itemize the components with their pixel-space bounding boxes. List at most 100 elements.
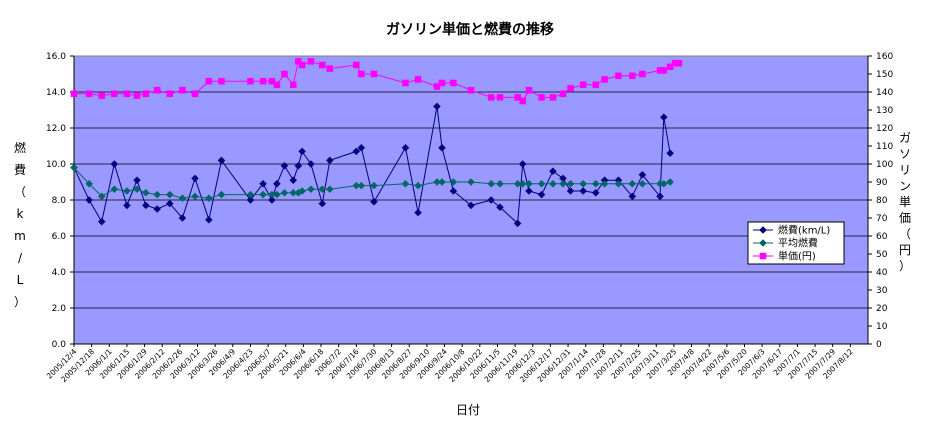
axis-label-char: ガ (899, 131, 911, 145)
y-tick-label-right: 80 (876, 196, 888, 206)
axis-label-char: / (18, 251, 23, 265)
data-point (191, 192, 199, 201)
legend-label: 単価(円) (778, 250, 816, 263)
legend-label: 燃費(km/L) (778, 224, 830, 237)
data-point (566, 187, 575, 195)
data-point (110, 185, 119, 194)
data-point (280, 161, 289, 170)
data-point (141, 201, 150, 210)
data-point (628, 179, 637, 188)
data-point (591, 179, 600, 188)
legend-item: 単価(円) (753, 250, 816, 263)
data-point (639, 70, 646, 78)
data-point (579, 81, 587, 89)
axis-label-char: ン (899, 179, 911, 193)
y-axis-label-right: ガソリン単価 （ 円 ） (899, 131, 911, 273)
data-point (518, 160, 527, 168)
data-point (142, 90, 150, 98)
data-point (178, 214, 187, 222)
data-point (153, 190, 162, 199)
data-point (153, 205, 162, 213)
data-point (246, 196, 255, 204)
data-point (401, 179, 410, 188)
axis-label-char: 燃 (14, 140, 26, 155)
data-point (525, 179, 533, 188)
data-point (660, 67, 668, 74)
data-point (325, 185, 334, 194)
data-point (615, 72, 622, 80)
data-point (326, 65, 334, 72)
data-point (358, 70, 365, 78)
data-point (357, 143, 366, 152)
data-point (352, 147, 361, 156)
axis-label-char: ） (14, 295, 26, 309)
data-point (467, 178, 475, 186)
data-point (600, 179, 609, 188)
data-point (259, 77, 267, 85)
data-point (675, 59, 683, 67)
data-point (246, 190, 255, 199)
data-point (97, 192, 106, 201)
data-point (289, 176, 298, 185)
data-point (166, 90, 174, 98)
data-point (165, 199, 174, 208)
data-point (518, 179, 527, 188)
data-point (110, 160, 119, 168)
data-point (205, 77, 213, 85)
data-point (178, 194, 187, 203)
plot-area: 0.0 2.0 4.0 6.0 8.0 10.0 12.0 14.0 16.0 0 10 20 30 40… (45, 52, 894, 384)
series (70, 163, 674, 203)
data-point (579, 187, 588, 195)
data-point (268, 196, 276, 204)
data-point (133, 185, 141, 194)
y-tick-label-right: 0 (876, 340, 882, 350)
data-point (133, 92, 141, 99)
y-tick-label-left: 12.0 (46, 124, 66, 134)
y-tick-label-right: 150 (876, 70, 893, 80)
data-point (628, 192, 637, 201)
data-point (496, 203, 504, 212)
data-point (656, 192, 664, 201)
data-point (666, 63, 674, 71)
data-point (123, 187, 131, 195)
data-point (525, 86, 533, 94)
data-point (666, 178, 674, 186)
data-point (566, 179, 575, 188)
data-point (659, 179, 668, 188)
data-point (579, 179, 588, 188)
y-tick-label-right: 100 (876, 160, 893, 170)
data-point (370, 70, 378, 78)
axis-label-char: ソ (899, 147, 911, 161)
data-point (98, 92, 105, 99)
y-tick-label-left: 2.0 (52, 304, 67, 314)
data-point (123, 201, 131, 210)
data-point (217, 156, 226, 165)
data-point (247, 77, 254, 85)
y-tick-label-right: 40 (876, 268, 888, 278)
axis-label-char: リ (899, 163, 911, 177)
y-tick-label-right: 160 (876, 52, 893, 62)
data-point (433, 178, 441, 186)
y-tick-label-right: 60 (876, 232, 888, 242)
data-point (273, 190, 281, 199)
data-point (85, 90, 93, 98)
data-point (414, 208, 422, 217)
data-point (537, 190, 546, 199)
legend-item: 平均燃費 (753, 237, 818, 250)
data-point (759, 239, 767, 247)
data-point (414, 76, 422, 83)
data-point (318, 199, 327, 208)
data-point (298, 147, 306, 156)
data-point (191, 90, 199, 98)
data-point (268, 190, 276, 199)
data-point (559, 179, 567, 188)
data-point (549, 167, 557, 176)
data-point (179, 86, 186, 94)
y-tick-label-right: 50 (876, 250, 888, 260)
data-point (165, 190, 174, 199)
axis-label-char: （ (14, 185, 26, 199)
axis-label-char: 価 (899, 211, 911, 225)
data-point (449, 187, 458, 195)
data-point (438, 143, 446, 152)
